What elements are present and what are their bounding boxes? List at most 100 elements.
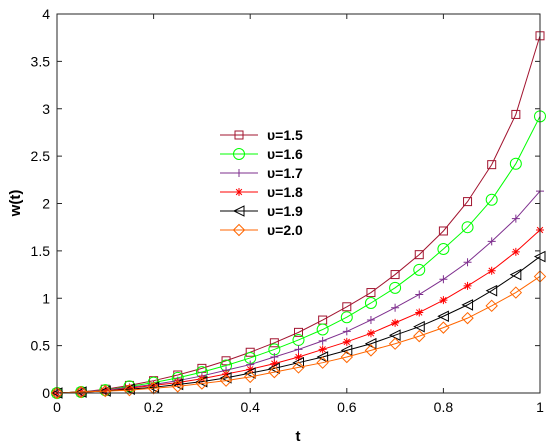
data-point	[342, 327, 351, 336]
legend-item-1: υ=1.5	[220, 127, 303, 143]
data-point	[388, 337, 402, 350]
data-point	[318, 345, 327, 354]
legend-item-2: υ=1.6	[220, 146, 303, 162]
x-tick-label: 0.6	[337, 399, 357, 415]
legend-item-5: υ=1.9	[220, 203, 303, 219]
data-point	[366, 329, 375, 338]
series-line	[56, 35, 541, 394]
data-point	[268, 362, 280, 375]
legend-marker	[232, 205, 245, 217]
data-point	[413, 263, 426, 276]
x-tick-label: 0.2	[144, 399, 164, 415]
x-axis-label: t	[296, 428, 301, 445]
legend-label: υ=1.8	[267, 184, 303, 200]
y-tick-label: 1	[42, 290, 50, 306]
data-point	[245, 347, 255, 357]
y-tick-label: 4	[42, 6, 50, 22]
data-point	[292, 361, 305, 374]
data-point	[268, 365, 281, 379]
data-point	[509, 286, 523, 299]
data-point	[269, 338, 279, 348]
data-point	[438, 226, 448, 236]
series-line	[56, 256, 541, 394]
data-point	[487, 237, 496, 246]
data-point	[50, 386, 64, 400]
data-point	[461, 311, 474, 325]
y-tick-label: 2.5	[31, 148, 51, 164]
x-tick-label: 1	[536, 399, 544, 415]
legend-marker	[234, 130, 244, 140]
x-tick-label: 0.8	[434, 399, 454, 415]
legend-label: υ=1.9	[267, 203, 303, 219]
data-point	[511, 214, 520, 223]
data-point	[340, 350, 354, 364]
legend-label: υ=1.6	[267, 146, 303, 162]
data-point	[342, 302, 352, 312]
data-point	[415, 290, 424, 299]
y-axis-label: w(t)	[7, 190, 24, 218]
axes-layer: 0 0.2 0.4 0.6 0.8 1 0 0.5 1 1.5 2 2.5 3 3.5 4	[31, 6, 545, 415]
data-point	[366, 288, 376, 298]
data-point	[195, 377, 209, 390]
data-point	[463, 258, 472, 267]
data-point	[487, 266, 496, 275]
data-point	[340, 311, 353, 324]
data-point	[437, 242, 450, 255]
legend-marker	[235, 169, 243, 177]
data-point	[244, 367, 256, 379]
data-point	[414, 250, 424, 260]
data-point	[511, 247, 520, 256]
data-point	[463, 197, 473, 207]
data-point	[171, 378, 184, 391]
data-point	[74, 385, 88, 399]
series-6	[50, 270, 547, 400]
legend-marker	[235, 188, 243, 196]
data-point	[294, 327, 303, 337]
y-tick-label: 3.5	[31, 53, 51, 69]
legend-item-4: υ=1.8	[220, 184, 303, 200]
x-tick-label: 0.4	[240, 399, 260, 415]
data-point	[149, 381, 158, 390]
y-tick-label: 0	[42, 385, 50, 401]
data-point	[221, 356, 231, 366]
data-point	[391, 318, 400, 327]
data-point	[461, 221, 474, 234]
data-point	[390, 270, 400, 280]
data-point	[364, 344, 378, 357]
data-point	[123, 383, 136, 397]
data-point	[485, 299, 498, 313]
data-point	[318, 336, 327, 345]
data-point	[389, 281, 402, 294]
data-point	[243, 370, 257, 384]
data-point	[485, 193, 498, 206]
data-point	[439, 275, 448, 284]
data-point	[294, 352, 303, 361]
data-point	[147, 382, 160, 395]
plot-background	[57, 14, 540, 393]
data-point	[509, 268, 522, 281]
data-point	[316, 323, 329, 336]
data-point	[246, 365, 255, 374]
data-point	[270, 359, 279, 368]
data-point	[461, 299, 474, 311]
data-point	[316, 351, 329, 363]
data-point	[342, 337, 351, 346]
legend-item-6: υ=2.0	[220, 222, 303, 238]
series-layer	[50, 31, 547, 400]
y-tick-label: 3	[42, 101, 50, 117]
data-point	[463, 281, 472, 290]
data-point	[99, 384, 112, 398]
data-point	[294, 345, 303, 354]
y-tick-label: 0.5	[31, 338, 51, 354]
data-point	[219, 374, 233, 387]
data-point	[340, 344, 353, 357]
legend-label: υ=1.5	[267, 127, 303, 143]
data-point	[511, 109, 521, 119]
data-point	[439, 296, 448, 305]
legend-marker	[232, 223, 246, 237]
data-point	[173, 378, 182, 387]
series-line	[56, 116, 541, 394]
legend-label: υ=2.0	[267, 222, 303, 238]
series-line	[56, 276, 541, 394]
data-point	[292, 356, 304, 369]
